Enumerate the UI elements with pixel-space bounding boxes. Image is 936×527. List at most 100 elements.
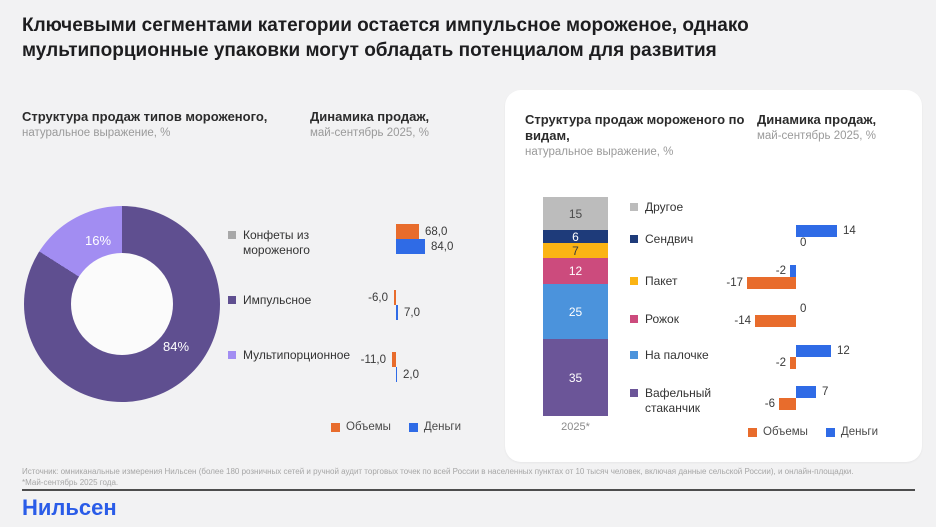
right-category-legend-4: На палочке: [630, 348, 730, 363]
series-legend-item-money: Деньги: [408, 421, 462, 433]
left-dynamics-subtitle: май-сентябрь 2025, %: [310, 127, 429, 139]
footer-source-line2: *Май-сентябрь 2025 года.: [22, 478, 119, 487]
legend-text: Деньги: [423, 421, 462, 433]
right-bar-volumes-2: [747, 277, 796, 289]
footer-divider: [22, 489, 915, 491]
right-dynamics-chart: Другое Сендвич Пакет Рожок На палочке Вафельн…: [505, 90, 922, 462]
legend-marker-icon: [630, 315, 638, 323]
donut-chart: 16% 84%: [24, 206, 220, 402]
bar-value-label: -2: [775, 265, 786, 277]
right-dynamics-title: Динамика продаж,: [757, 112, 877, 127]
legend-label: Импульсное: [243, 293, 312, 307]
right-panel-card: Структура продаж мороженого по видам, на…: [505, 90, 922, 462]
legend-marker-icon: [630, 235, 638, 243]
donut-slice-label-multiportion: 16%: [84, 233, 112, 248]
left-category-legend-0: Конфеты из мороженого: [228, 228, 354, 258]
right-dynamics-subtitle: май-сентябрь 2025, %: [757, 130, 876, 142]
left-bar-money-1: [396, 305, 398, 320]
legend-label: На палочке: [645, 348, 709, 362]
legend-label: Другое: [645, 200, 684, 214]
series-legend-item-volumes: Объемы: [331, 421, 391, 433]
bar-value-label: 0: [800, 303, 807, 315]
stack-segment-2: 7: [543, 243, 608, 258]
footer-source-line1: Источник: омниканальные измерения Нильсе…: [22, 467, 854, 476]
legend-marker-icon: [630, 277, 638, 285]
bar-value-label: 12: [837, 345, 850, 357]
right-bar-money-1: [796, 225, 837, 237]
right-structure-header: Структура продаж мороженого по видам, на…: [525, 112, 757, 160]
left-structure-header: Структура продаж типов мороженого, натур…: [22, 109, 308, 141]
left-bar-volumes-2: [392, 352, 396, 367]
right-category-legend-2: Пакет: [630, 274, 730, 289]
legend-marker-icon: [228, 296, 236, 304]
page-title: Ключевыми сегментами категории остается …: [22, 15, 749, 61]
right-bar-volumes-5: [779, 398, 796, 410]
stack-segment-1: 6: [543, 230, 608, 244]
left-bar-volumes-1: [394, 290, 396, 305]
left-dynamics-header: Динамика продаж, май-сентябрь 2025, %: [310, 109, 480, 141]
right-bar-volumes-4: [790, 357, 796, 369]
bar-value-label: -2: [775, 357, 786, 369]
left-series-legend: Объемы Деньги: [331, 421, 461, 433]
legend-marker-icon: [630, 389, 638, 397]
legend-label: Вафельный стаканчик: [645, 386, 712, 415]
right-bar-money-4: [796, 345, 831, 357]
stacked-bar-chart: 15 6 7 12 25 35: [543, 197, 608, 416]
legend-marker-icon: [630, 351, 638, 359]
right-bar-volumes-3: [755, 315, 796, 327]
right-category-legend-3: Рожок: [630, 312, 730, 327]
stack-segment-3: 12: [543, 258, 608, 284]
stack-segment-5: 35: [543, 339, 608, 416]
right-category-legend-1: Сендвич: [630, 232, 730, 247]
series-legend-item-money: Деньги: [825, 426, 879, 438]
legend-text: Деньги: [840, 426, 879, 438]
stack-segment-0: 15: [543, 197, 608, 230]
legend-marker-icon: [228, 351, 236, 359]
right-dynamics-header: Динамика продаж, май-сентябрь 2025, %: [757, 112, 917, 144]
bar-value-label: 7,0: [404, 307, 420, 319]
left-structure-title: Структура продаж типов мороженого,: [22, 109, 268, 124]
right-category-legend-5: Вафельный стаканчик: [630, 386, 730, 416]
left-category-legend-1: Импульсное: [228, 293, 354, 308]
right-structure-subtitle: натуральное выражение, %: [525, 146, 674, 158]
bar-value-label: -17: [726, 277, 743, 289]
legend-label: Сендвич: [645, 232, 694, 246]
right-series-legend: Объемы Деньги: [748, 426, 878, 438]
legend-swatch-icon: [748, 427, 757, 437]
legend-label: Пакет: [645, 274, 678, 288]
stack-segment-4: 25: [543, 284, 608, 339]
bar-value-label: 14: [843, 225, 856, 237]
legend-text: Объемы: [346, 421, 391, 433]
bar-value-label: 0: [800, 237, 807, 249]
left-bar-volumes-0: [396, 224, 419, 239]
donut-slice-label-impulse: 84%: [162, 339, 190, 354]
right-structure-title: Структура продаж мороженого по видам,: [525, 112, 745, 143]
legend-label: Конфеты из мороженого: [243, 228, 310, 257]
stacked-bar-x-label: 2025*: [561, 421, 590, 433]
bar-value-label: -14: [734, 315, 751, 327]
left-structure-subtitle: натуральное выражение, %: [22, 127, 171, 139]
left-dynamics-title: Динамика продаж,: [310, 109, 430, 124]
bar-value-label: -6: [764, 398, 775, 410]
bar-value-label: -6,0: [368, 292, 388, 304]
left-category-legend-2: Мультипорционное: [228, 348, 354, 363]
legend-swatch-icon: [331, 422, 340, 432]
legend-swatch-icon: [408, 422, 418, 432]
left-bar-money-0: [396, 239, 425, 254]
legend-label: Рожок: [645, 312, 679, 326]
right-category-legend-0: Другое: [630, 200, 730, 215]
bar-value-label: -11,0: [360, 354, 386, 366]
legend-marker-icon: [228, 231, 236, 239]
bar-value-label: 7: [822, 386, 829, 398]
legend-swatch-icon: [825, 427, 835, 437]
right-bar-money-5: [796, 386, 816, 398]
bar-value-label: 68,0: [425, 226, 448, 238]
bar-value-label: 2,0: [403, 369, 419, 381]
legend-text: Объемы: [763, 426, 808, 438]
legend-label: Мультипорционное: [243, 348, 351, 362]
bar-value-label: 84,0: [431, 241, 454, 253]
legend-marker-icon: [630, 203, 638, 211]
right-bar-money-2: [790, 265, 796, 277]
